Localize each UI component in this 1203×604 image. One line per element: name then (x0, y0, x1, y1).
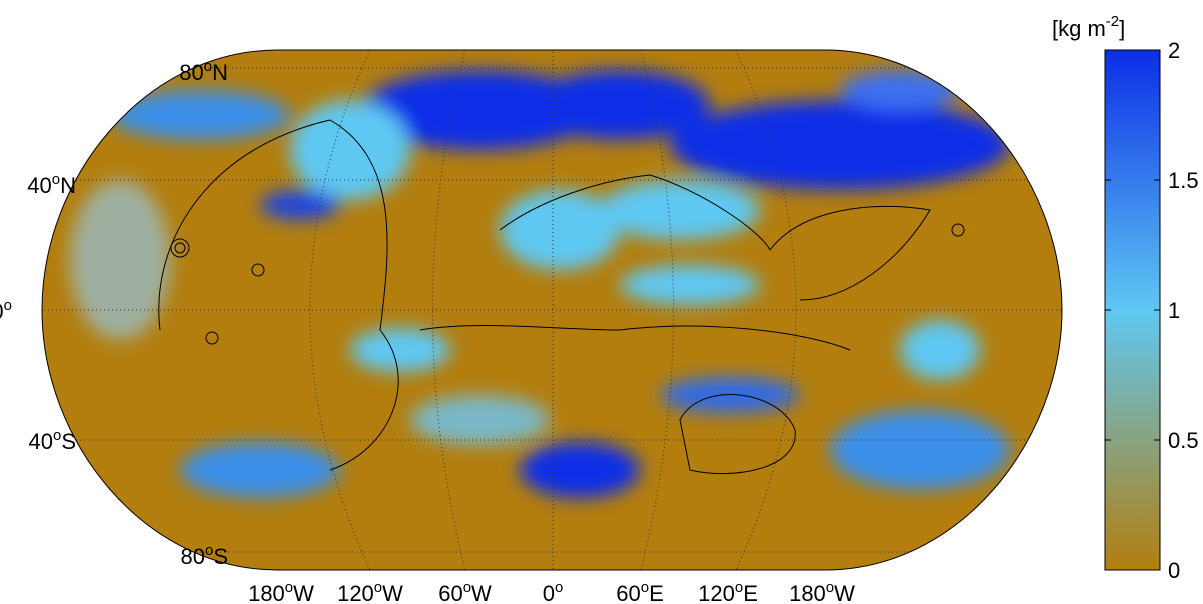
label-part: E (743, 581, 758, 604)
label-part: o (735, 579, 743, 596)
coord-label: 0o (0, 297, 12, 324)
label-part: N (60, 173, 76, 198)
label-part: S (61, 429, 76, 454)
longitude-labels: 180oW 120oW 60oW 0o 60oE 120oE 180oW (248, 579, 855, 604)
label-part: 180 (248, 581, 285, 604)
coord-label: 40oN (27, 171, 76, 198)
colorbar (1104, 49, 1161, 571)
map-outline (41, 49, 1063, 571)
colorbar-tick-label: 2 (1168, 38, 1180, 63)
label-part: o (826, 579, 834, 596)
label-part: o (52, 171, 60, 188)
colorbar-tick-label: 0 (1168, 558, 1180, 583)
label-part: o (641, 579, 649, 596)
label-part: o (4, 297, 12, 314)
label-part: ] (1119, 16, 1125, 41)
coord-label: 180oW (789, 579, 855, 604)
coord-label: 60oE (616, 579, 664, 604)
label-part: 40 (28, 429, 52, 454)
colorbar-tick-label: 1.5 (1168, 168, 1199, 193)
label-part: N (212, 60, 228, 85)
label-part: 80 (180, 544, 204, 569)
label-part: 0 (0, 299, 4, 324)
label-part: [kg m (1052, 16, 1106, 41)
label-part: E (649, 581, 664, 604)
colorbar-tick-label: 1 (1168, 298, 1180, 323)
label-part: 60 (616, 581, 640, 604)
coord-label: 80oN (179, 58, 228, 85)
label-part: -2 (1106, 13, 1119, 30)
coord-label: 120oE (698, 579, 758, 604)
colorbar-tick-label: 0.5 (1168, 428, 1199, 453)
label-part: W (471, 581, 492, 604)
topography-contours (158, 119, 965, 475)
label-part: 80 (179, 60, 203, 85)
blue-regions (70, 70, 1010, 498)
label-part: o (205, 542, 213, 559)
coord-label: 40oS (28, 427, 76, 454)
label-part: o (53, 427, 61, 444)
label-part: o (555, 579, 563, 596)
coord-label: 180oW (248, 579, 314, 604)
coord-label: 0o (543, 579, 564, 604)
coord-label: 80oS (180, 542, 228, 569)
colorbar-unit: [kg m-2] (1052, 13, 1125, 41)
label-part: S (213, 544, 228, 569)
label-part: W (293, 581, 314, 604)
latitude-labels: 80oN40oN0o40oS80oS (0, 58, 228, 569)
label-part: W (834, 581, 855, 604)
label-part: o (463, 579, 471, 596)
label-part: 180 (789, 581, 826, 604)
label-part: 120 (698, 581, 735, 604)
label-part: o (204, 58, 212, 75)
colorbar-ticks: 0 0.5 1 1.5 2 (1105, 38, 1199, 583)
label-part: 0 (543, 581, 555, 604)
label-part: 40 (27, 173, 51, 198)
label-part: o (285, 579, 293, 596)
label-part: o (374, 579, 382, 596)
label-part: 60 (438, 581, 462, 604)
label-part: W (382, 581, 403, 604)
coord-label: 60oW (438, 579, 492, 604)
label-part: 120 (337, 581, 374, 604)
coord-label: 120oW (337, 579, 403, 604)
